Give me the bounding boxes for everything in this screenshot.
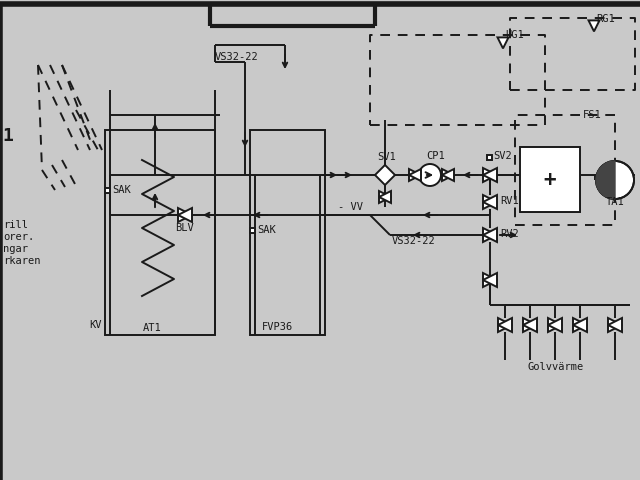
Text: 1: 1 xyxy=(2,127,13,145)
Polygon shape xyxy=(483,228,497,242)
Polygon shape xyxy=(178,208,192,222)
Polygon shape xyxy=(178,208,192,222)
Polygon shape xyxy=(548,318,562,332)
Polygon shape xyxy=(483,228,497,242)
Polygon shape xyxy=(442,169,454,181)
Polygon shape xyxy=(523,318,537,332)
Text: SV2: SV2 xyxy=(493,151,512,161)
Polygon shape xyxy=(548,318,562,332)
Text: rkaren: rkaren xyxy=(3,256,40,266)
Text: orer.: orer. xyxy=(3,232,35,242)
Text: UG1: UG1 xyxy=(505,30,524,40)
Polygon shape xyxy=(483,195,497,209)
Polygon shape xyxy=(442,169,454,181)
Bar xyxy=(104,188,109,192)
Text: FS1: FS1 xyxy=(583,110,602,120)
Polygon shape xyxy=(379,191,391,203)
Circle shape xyxy=(596,161,634,199)
Polygon shape xyxy=(409,169,421,181)
Text: SAK: SAK xyxy=(257,225,276,235)
Text: KV: KV xyxy=(90,320,102,330)
Text: SAK: SAK xyxy=(112,185,131,195)
Text: AT1: AT1 xyxy=(143,323,162,333)
Text: Golvvärme: Golvvärme xyxy=(528,362,584,372)
Polygon shape xyxy=(596,161,615,199)
Polygon shape xyxy=(608,318,622,332)
Polygon shape xyxy=(483,195,497,209)
Text: VS32-22: VS32-22 xyxy=(392,236,436,246)
Text: FVP36: FVP36 xyxy=(262,322,293,332)
Text: - VV: - VV xyxy=(338,202,363,212)
Polygon shape xyxy=(573,318,587,332)
Polygon shape xyxy=(375,165,395,185)
Bar xyxy=(105,130,215,335)
Polygon shape xyxy=(498,318,512,332)
Polygon shape xyxy=(483,273,497,287)
Polygon shape xyxy=(379,191,391,203)
Text: VS32-22: VS32-22 xyxy=(215,52,259,62)
Polygon shape xyxy=(409,169,421,181)
Polygon shape xyxy=(608,318,622,332)
Circle shape xyxy=(419,164,441,186)
Bar xyxy=(250,228,255,232)
Bar xyxy=(486,155,492,159)
Text: RG1: RG1 xyxy=(596,14,615,24)
Bar xyxy=(520,147,580,212)
Text: TA1: TA1 xyxy=(606,197,625,207)
Bar xyxy=(250,130,325,335)
Polygon shape xyxy=(497,37,509,48)
Text: RV2: RV2 xyxy=(500,229,519,239)
Polygon shape xyxy=(483,168,497,182)
Polygon shape xyxy=(573,318,587,332)
Text: BLV: BLV xyxy=(175,223,194,233)
Text: ngar: ngar xyxy=(3,244,28,254)
Polygon shape xyxy=(483,273,497,287)
Polygon shape xyxy=(498,318,512,332)
Polygon shape xyxy=(523,318,537,332)
Text: +: + xyxy=(544,170,556,190)
Polygon shape xyxy=(589,20,600,31)
Text: CP1: CP1 xyxy=(426,151,445,161)
Text: SV1: SV1 xyxy=(377,152,396,162)
Text: rill: rill xyxy=(3,220,28,230)
Text: RV1: RV1 xyxy=(500,196,519,206)
Polygon shape xyxy=(483,168,497,182)
